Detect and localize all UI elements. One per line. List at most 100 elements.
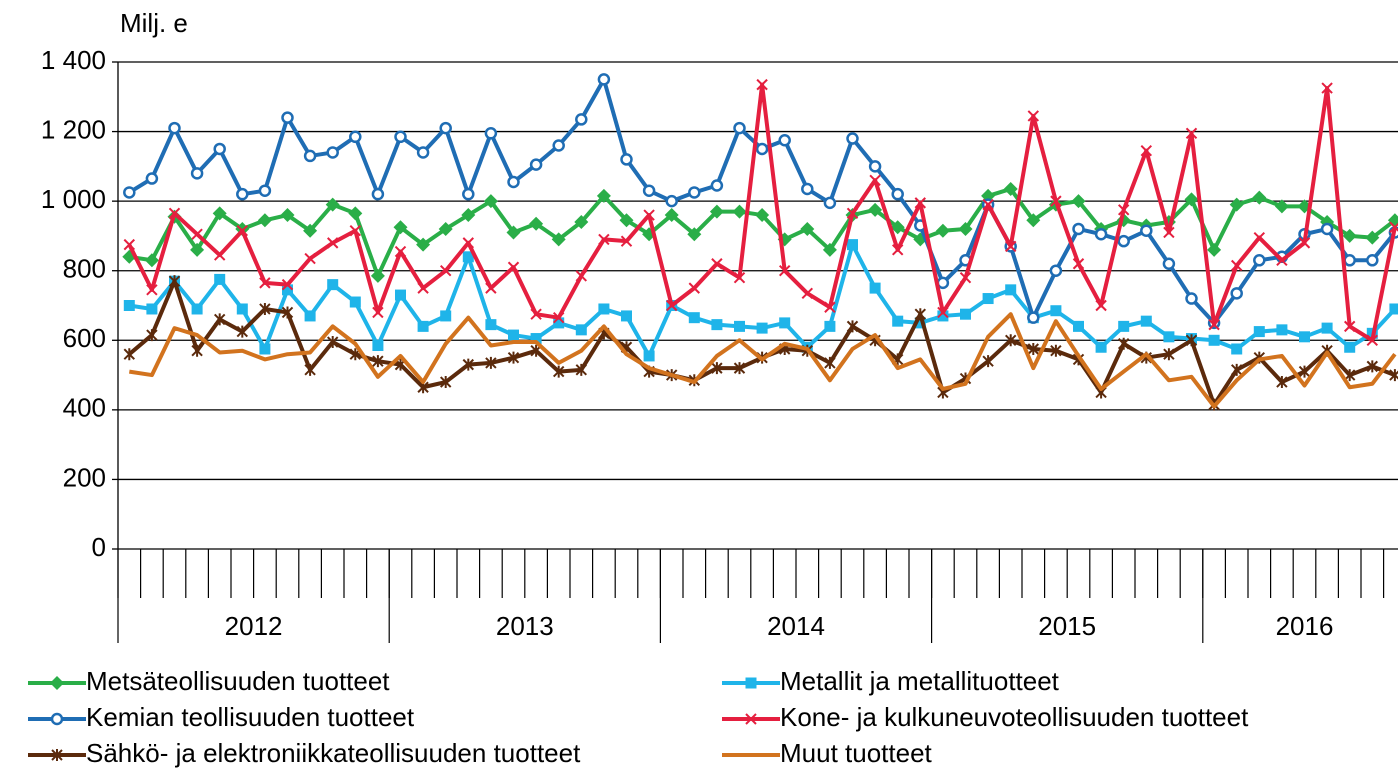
marker xyxy=(370,268,385,283)
x-group-label: 2012 xyxy=(225,611,283,641)
marker xyxy=(1342,228,1357,243)
y-tick-label: 1 400 xyxy=(41,45,106,75)
marker xyxy=(281,306,294,319)
marker xyxy=(123,300,135,311)
marker xyxy=(506,225,521,240)
marker xyxy=(485,356,497,369)
marker xyxy=(1003,181,1018,196)
marker xyxy=(461,208,476,223)
marker xyxy=(1050,305,1062,317)
marker xyxy=(1230,287,1243,300)
marker xyxy=(1253,231,1266,244)
marker xyxy=(914,308,927,321)
marker xyxy=(552,365,565,378)
y-tick-label: 200 xyxy=(63,462,106,492)
marker xyxy=(281,111,294,124)
marker xyxy=(50,676,64,690)
marker xyxy=(868,160,882,173)
marker xyxy=(1117,337,1130,350)
marker xyxy=(1027,311,1040,324)
marker xyxy=(688,186,701,199)
marker xyxy=(891,244,904,256)
y-axis-label: Milj. e xyxy=(120,8,188,38)
marker xyxy=(191,228,203,240)
legend-label: Sähkö- ja elektroniikkateollisuuden tuot… xyxy=(86,738,581,768)
marker xyxy=(892,315,904,327)
marker xyxy=(619,213,634,228)
marker xyxy=(553,317,565,329)
marker xyxy=(1073,320,1084,332)
marker xyxy=(530,333,542,345)
marker xyxy=(349,225,362,237)
marker xyxy=(326,336,339,349)
marker xyxy=(282,284,293,296)
marker xyxy=(596,188,611,203)
marker xyxy=(1366,360,1379,373)
marker xyxy=(733,271,746,284)
legend-label: Kemian teollisuuden tuotteet xyxy=(86,702,415,732)
marker xyxy=(1185,334,1198,347)
marker xyxy=(1049,264,1063,277)
x-group-label: 2016 xyxy=(1276,611,1334,641)
marker xyxy=(440,310,452,322)
legend-label: Muut tuotteet xyxy=(780,738,933,768)
marker xyxy=(190,242,205,257)
marker xyxy=(574,215,589,230)
marker xyxy=(756,322,768,334)
marker xyxy=(191,344,203,357)
marker xyxy=(1117,234,1130,248)
marker xyxy=(687,227,702,242)
marker xyxy=(745,677,757,689)
marker xyxy=(1162,257,1176,271)
marker xyxy=(372,355,384,368)
marker xyxy=(213,313,226,326)
marker xyxy=(508,329,519,341)
marker xyxy=(1230,259,1243,272)
marker xyxy=(1253,326,1265,338)
marker xyxy=(372,306,384,319)
marker xyxy=(778,134,791,147)
marker xyxy=(416,237,431,252)
marker xyxy=(621,310,632,322)
marker xyxy=(597,73,611,86)
marker xyxy=(1027,342,1040,355)
legend-label: Metallit ja metallituotteet xyxy=(780,666,1060,696)
marker xyxy=(1389,221,1398,233)
marker xyxy=(462,237,475,249)
marker xyxy=(529,158,543,171)
marker xyxy=(1050,195,1062,207)
marker xyxy=(1389,369,1398,382)
marker xyxy=(281,278,294,291)
marker xyxy=(257,213,272,228)
marker xyxy=(1253,254,1266,267)
marker xyxy=(348,206,363,221)
marker xyxy=(824,301,836,313)
marker xyxy=(1005,284,1017,296)
marker xyxy=(575,113,588,126)
marker xyxy=(1094,227,1108,241)
x-group-label: 2013 xyxy=(496,611,554,641)
marker xyxy=(846,132,859,145)
marker xyxy=(1366,254,1379,267)
marker xyxy=(1344,341,1356,353)
marker xyxy=(1095,341,1107,353)
marker xyxy=(1365,230,1380,245)
marker xyxy=(146,303,158,315)
marker xyxy=(485,282,497,294)
marker xyxy=(507,261,520,273)
marker xyxy=(529,216,544,231)
marker xyxy=(755,142,769,156)
marker xyxy=(643,350,655,362)
marker xyxy=(710,179,724,192)
marker xyxy=(935,223,950,238)
marker xyxy=(711,319,723,331)
marker xyxy=(417,320,429,332)
marker xyxy=(709,204,724,219)
marker xyxy=(439,121,452,135)
marker xyxy=(869,282,881,294)
marker xyxy=(168,121,181,135)
marker xyxy=(1321,322,1333,334)
marker xyxy=(1208,318,1220,331)
marker xyxy=(688,312,700,324)
marker xyxy=(1163,226,1175,239)
